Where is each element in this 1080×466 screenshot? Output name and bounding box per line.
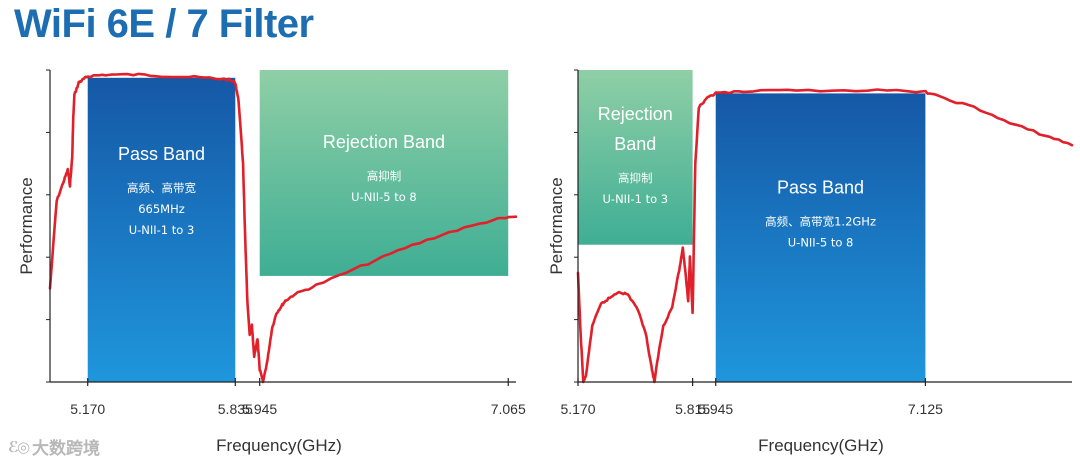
x-tick-label-1-3: 7.125 [908, 401, 943, 417]
band-sub-0-1-0: 高抑制 [367, 169, 402, 183]
x-tick-label-1-0: 5.170 [560, 401, 595, 417]
x-tick-label-0-3: 7.065 [491, 401, 526, 417]
chart-left: Pass Band 高频、高带宽 665MHz U-NII-1 to 3 Rejecti… [17, 69, 526, 455]
x-tick-label-0-0: 5.170 [70, 401, 105, 417]
band-sub-1-1-1: U-NII-5 to 8 [788, 235, 854, 249]
watermark: ℰ◎ 大数跨境 [8, 434, 101, 460]
response-curve-0 [48, 72, 518, 384]
band-sub-1-0-0: 高抑制 [618, 171, 653, 185]
band-sub-1-1-0: 高频、高带宽1.2GHz [765, 214, 876, 228]
x-tick-label-0-1: 5.835 [218, 401, 253, 417]
y-axis-title-0: Performance [17, 177, 36, 274]
watermark-logo-icon: ℰ◎ [8, 437, 30, 456]
response-curve-1 [576, 88, 1074, 384]
watermark-text: 大数跨境 [32, 439, 101, 459]
chart-right: Rejection Band 高抑制 U-NII-1 to 3 Pass Band 高频、… [547, 69, 1074, 455]
band-title-1-1-0: Pass Band [777, 177, 864, 197]
pass-band-rect [87, 77, 236, 383]
x-tick-label-0-2: 5.945 [242, 401, 277, 417]
page-title: WiFi 6E / 7 Filter [14, 2, 314, 46]
band-sub-1-0-1: U-NII-1 to 3 [603, 192, 669, 206]
y-axis-title-1: Performance [547, 177, 566, 274]
x-axis-title-0: Frequency(GHz) [216, 436, 342, 455]
band-title-1-0-0: Rejection [598, 104, 673, 124]
band-sub-0-0-2: U-NII-1 to 3 [129, 223, 195, 237]
band-sub-0-0-1: 665MHz [138, 202, 185, 216]
band-sub-0-1-1: U-NII-5 to 8 [351, 190, 417, 204]
band-title-0-0-0: Pass Band [118, 144, 205, 164]
x-axis-title-1: Frequency(GHz) [758, 436, 884, 455]
rejection-band-rect [259, 70, 509, 276]
band-title-1-0-1: Band [614, 134, 656, 154]
pass-band-rect [715, 93, 926, 383]
rejection-band-rect [578, 70, 693, 245]
x-tick-label-1-2: 5.945 [698, 401, 733, 417]
band-title-0-1-0: Rejection Band [323, 132, 445, 152]
x-tick-label-1-1: 5.815 [675, 401, 710, 417]
band-sub-0-0-0: 高频、高带宽 [127, 181, 196, 195]
